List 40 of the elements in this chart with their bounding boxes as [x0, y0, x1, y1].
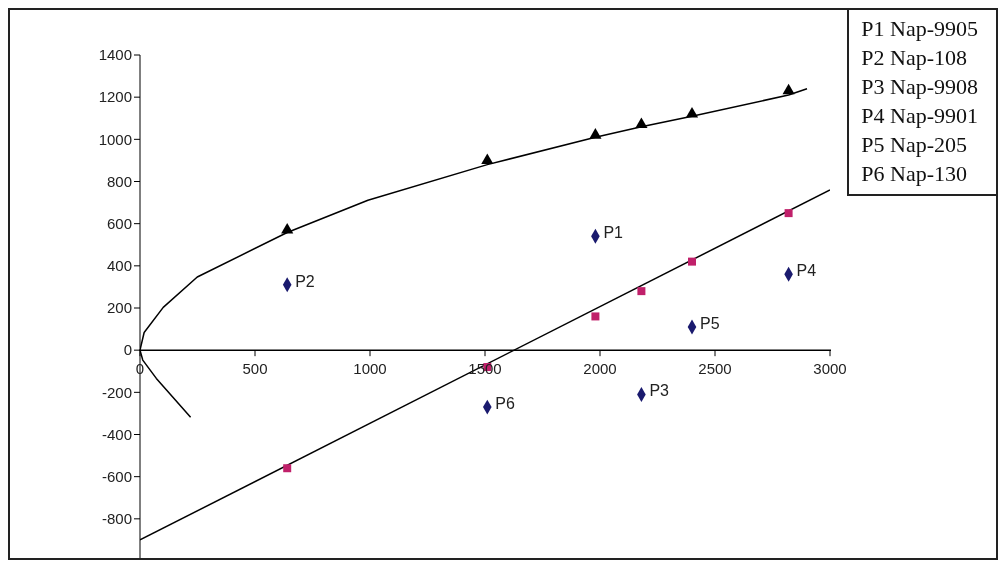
y-tick-label: 1000: [98, 130, 132, 148]
data-label: P5: [700, 314, 720, 332]
x-tick-label: 3000: [813, 360, 847, 378]
y-tick-label: -400: [101, 425, 132, 443]
data-label: P4: [796, 262, 817, 280]
y-tick-label: 1400: [98, 46, 132, 64]
data-label: P2: [295, 272, 315, 290]
point: [784, 209, 793, 218]
text: P2 Nap-108: [861, 44, 968, 72]
point: [782, 83, 795, 95]
x-tick-label: 2000: [583, 360, 617, 378]
y-tick-label: 400: [106, 257, 132, 275]
point: [281, 222, 294, 234]
y-tick-label: -800: [101, 510, 132, 528]
data-label: P3: [649, 382, 670, 400]
text: P1 Nap-9905: [861, 15, 978, 43]
point: [635, 117, 648, 129]
text: P4 Nap-9901: [861, 102, 978, 130]
y-tick-label: 0: [123, 341, 132, 359]
y-tick-label: -600: [101, 467, 132, 485]
x-tick-label: 2500: [698, 360, 732, 378]
point: [589, 128, 602, 139]
point: [283, 464, 292, 473]
point: [685, 107, 699, 118]
x-tick-label: 1000: [353, 360, 387, 378]
data-label: P6: [495, 395, 515, 413]
point: [481, 153, 494, 164]
y-tick-label: 1200: [98, 88, 132, 106]
y-tick-label: 800: [106, 172, 132, 190]
text: P6 Nap-130: [861, 160, 968, 188]
x-tick-label: 500: [242, 360, 268, 378]
text: P5 Nap-205: [861, 131, 968, 159]
y-tick-label: -200: [101, 383, 132, 401]
text: P3 Nap-9908: [861, 73, 978, 101]
point: [591, 312, 600, 321]
data-label: P1: [603, 224, 624, 242]
point: [637, 287, 646, 296]
point: [688, 257, 696, 266]
y-tick-label: 200: [106, 299, 132, 317]
y-tick-label: 600: [106, 214, 132, 232]
